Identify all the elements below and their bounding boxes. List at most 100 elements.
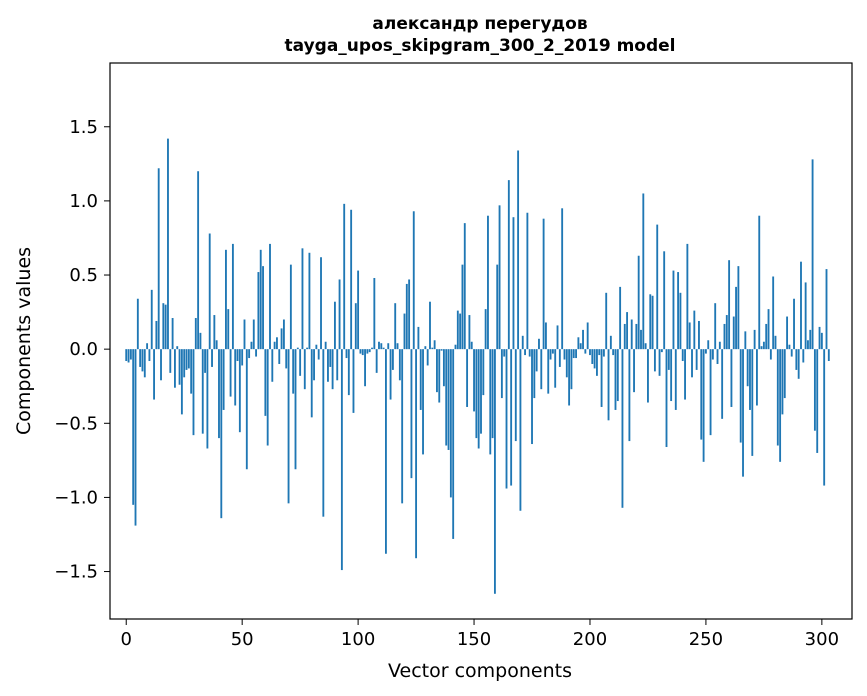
bar-28 [190, 349, 193, 394]
bar-260 [728, 260, 731, 350]
bar-261 [730, 349, 733, 407]
bar-179 [540, 349, 543, 390]
bar-279 [772, 276, 775, 350]
bar-152 [477, 349, 480, 449]
bar-90 [333, 301, 336, 350]
y-tick-label: 0.5 [69, 265, 98, 286]
bar-254 [714, 303, 717, 350]
chart-title: александр перегудов [372, 14, 587, 34]
bar-204 [598, 349, 601, 356]
bar-199 [586, 322, 589, 350]
bar-293 [804, 282, 807, 350]
bar-48 [236, 349, 239, 362]
bar-14 [157, 168, 160, 350]
bar-167 [512, 217, 515, 350]
bar-195 [577, 337, 580, 350]
bar-265 [739, 349, 742, 443]
bar-88 [329, 349, 332, 367]
bar-291 [800, 261, 802, 350]
bar-27 [187, 349, 190, 369]
bar-136 [440, 349, 443, 351]
bar-160 [496, 264, 499, 350]
bar-113 [387, 343, 390, 350]
bar-16 [162, 303, 165, 350]
bar-287 [790, 349, 793, 357]
bar-25 [183, 349, 186, 378]
bar-68 [282, 319, 285, 350]
bar-34 [204, 349, 206, 373]
bar-178 [538, 338, 540, 350]
bar-26 [185, 349, 188, 370]
bar-285 [786, 316, 789, 350]
bar-137 [442, 349, 445, 387]
bar-145 [461, 264, 464, 350]
bar-59 [262, 266, 264, 350]
bar-42 [222, 349, 225, 410]
bar-228 [653, 349, 656, 372]
bar-128 [422, 349, 424, 455]
x-tick-label: 100 [341, 629, 375, 650]
bar-131 [429, 301, 431, 350]
bar-122 [408, 279, 411, 350]
bar-5 [136, 298, 139, 350]
bar-97 [350, 209, 353, 350]
bar-200 [589, 349, 591, 356]
bar-55 [252, 319, 255, 350]
bar-106 [371, 347, 373, 350]
bar-246 [695, 349, 698, 370]
bar-214 [621, 349, 624, 508]
bar-256 [718, 341, 721, 350]
bar-217 [628, 349, 631, 442]
bar-69 [285, 349, 288, 369]
bar-61 [266, 349, 269, 446]
bar-213 [619, 286, 622, 350]
bar-118 [398, 349, 401, 381]
bar-206 [602, 349, 605, 357]
bar-73 [294, 349, 297, 470]
bar-67 [280, 328, 283, 350]
bar-209 [609, 335, 612, 350]
bar-33 [201, 349, 204, 434]
y-tick-label: 1.0 [69, 191, 98, 212]
bar-248 [700, 349, 703, 440]
bar-138 [445, 349, 448, 446]
bar-129 [424, 346, 427, 350]
bar-276 [765, 323, 768, 350]
bar-94 [343, 203, 346, 350]
bar-244 [691, 349, 693, 378]
bar-36 [208, 233, 211, 350]
bar-76 [301, 248, 304, 350]
bar-60 [264, 349, 267, 416]
bar-264 [737, 266, 740, 350]
bar-247 [698, 320, 700, 350]
x-tick-label: 200 [573, 629, 607, 650]
bar-175 [531, 349, 533, 445]
bar-134 [436, 349, 438, 393]
bar-39 [215, 340, 218, 350]
bar-280 [774, 335, 777, 350]
bar-215 [623, 323, 626, 350]
bar-210 [612, 349, 615, 356]
bar-32 [199, 332, 202, 350]
bar-198 [584, 349, 587, 354]
bar-203 [596, 349, 598, 376]
bar-202 [593, 349, 596, 369]
bar-232 [663, 251, 666, 350]
bar-205 [600, 349, 603, 407]
bar-212 [616, 349, 619, 402]
x-axis-ticks: 0 50 100 150 200 250 300 [121, 619, 839, 650]
bar-183 [549, 349, 552, 360]
bar-89 [331, 349, 334, 390]
bar-182 [547, 349, 550, 394]
bar-139 [447, 349, 450, 450]
bar-170 [519, 349, 522, 511]
bar-289 [795, 349, 798, 370]
bar-171 [521, 335, 524, 350]
y-axis-label: Components values [13, 247, 35, 435]
bar-191 [568, 349, 571, 406]
bar-253 [711, 349, 714, 360]
bar-146 [463, 223, 466, 350]
bar-23 [178, 349, 181, 385]
bar-259 [725, 315, 728, 350]
